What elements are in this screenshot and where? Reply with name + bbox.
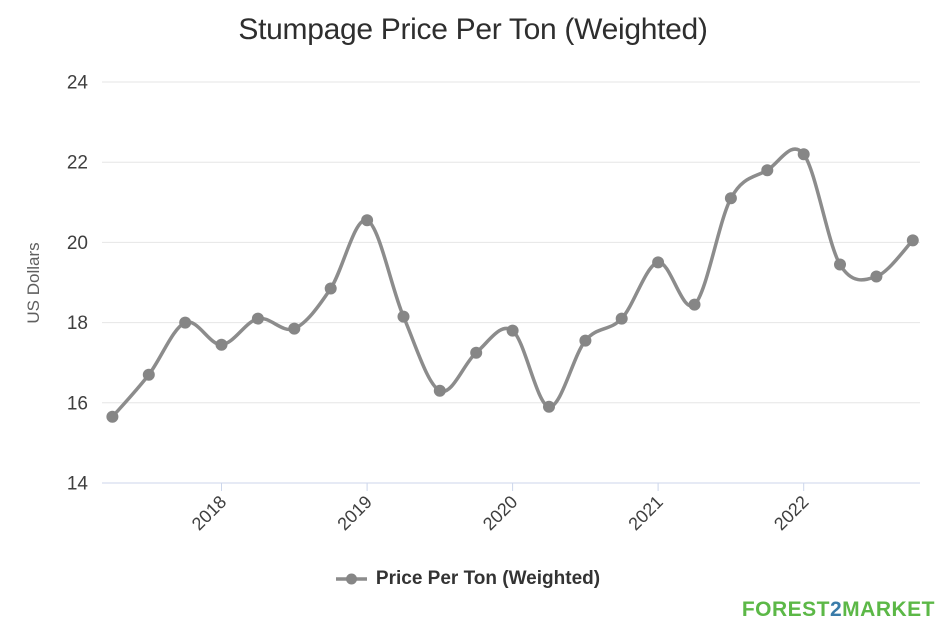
y-axis-tick-label: 24 bbox=[67, 73, 89, 94]
x-axis-label: 2022 bbox=[770, 492, 812, 534]
y-axis-tick-label: 20 bbox=[67, 233, 88, 254]
data-point-marker[interactable] bbox=[215, 338, 228, 351]
data-point-marker[interactable] bbox=[615, 312, 628, 325]
y-axis-tick-label: 22 bbox=[67, 153, 88, 174]
legend-label: Price Per Ton (Weighted) bbox=[375, 568, 601, 589]
data-point-marker[interactable] bbox=[142, 368, 155, 381]
y-axis-tick-label: 16 bbox=[67, 393, 88, 414]
data-point-marker[interactable] bbox=[834, 258, 846, 271]
y-axis-tick-label: 14 bbox=[67, 474, 89, 495]
series-line bbox=[110, 147, 915, 419]
x-axis-label: 2021 bbox=[624, 492, 666, 534]
data-point-marker[interactable] bbox=[470, 346, 483, 359]
data-point-marker[interactable] bbox=[324, 282, 337, 295]
logo-text-market: MARKET bbox=[842, 598, 935, 621]
data-point-marker[interactable] bbox=[288, 322, 301, 335]
data-point-marker[interactable] bbox=[397, 310, 410, 323]
data-point-marker[interactable] bbox=[688, 298, 701, 311]
data-point-marker[interactable] bbox=[179, 316, 192, 329]
data-point-marker[interactable] bbox=[579, 334, 592, 347]
data-point-marker[interactable] bbox=[506, 324, 519, 337]
data-point-marker[interactable] bbox=[797, 148, 810, 161]
data-point-marker[interactable] bbox=[543, 400, 555, 413]
data-point-marker[interactable] bbox=[761, 164, 774, 177]
x-axis-label: 2020 bbox=[479, 492, 521, 534]
series-marker-icon bbox=[335, 573, 367, 585]
data-point-marker[interactable] bbox=[251, 312, 264, 325]
data-point-marker[interactable] bbox=[652, 256, 665, 269]
data-point-marker[interactable] bbox=[106, 410, 119, 423]
data-point-marker[interactable] bbox=[870, 270, 883, 283]
x-axis-label: 2018 bbox=[188, 492, 230, 534]
chart-title: Stumpage Price Per Ton (Weighted) bbox=[238, 13, 708, 46]
forest2market-logo: FOREST2MARKET bbox=[742, 598, 935, 622]
logo-text-2: 2 bbox=[829, 598, 843, 621]
data-point-marker[interactable] bbox=[906, 234, 919, 247]
logo-text-forest: FOREST bbox=[741, 598, 830, 621]
data-point-marker[interactable] bbox=[361, 214, 374, 227]
data-point-marker[interactable] bbox=[433, 384, 446, 397]
x-axis-label: 2019 bbox=[333, 492, 375, 534]
data-point-marker[interactable] bbox=[724, 192, 737, 205]
y-axis-tick-label: 18 bbox=[67, 313, 88, 334]
legend-item[interactable]: Price Per Ton (Weighted) bbox=[0, 568, 936, 590]
